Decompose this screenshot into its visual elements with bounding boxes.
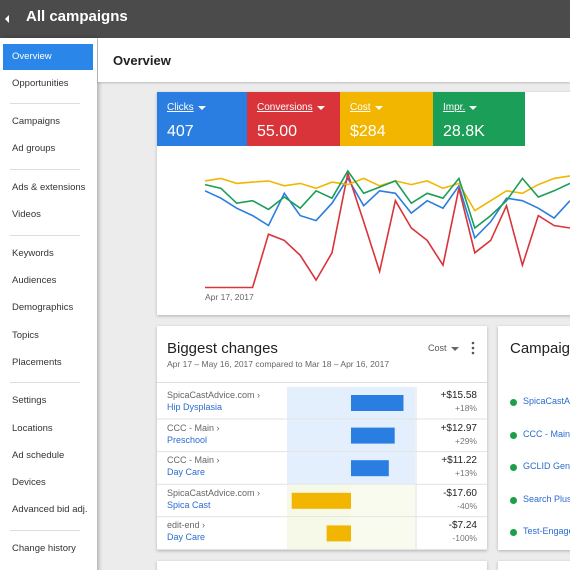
campaign-link[interactable]: Spica Cast [167, 499, 211, 510]
change-bar [351, 395, 404, 411]
nav-item[interactable]: Keywords [12, 248, 54, 259]
change-percent: +13% [455, 468, 477, 479]
status-dot [510, 464, 517, 471]
nav-divider [10, 103, 80, 104]
nav-divider [10, 530, 80, 531]
metric-value: 55.00 [257, 123, 298, 140]
metric-label: Impr. [443, 102, 466, 113]
dropdown-icon [375, 106, 383, 110]
metric-value: 28.8K [443, 123, 485, 140]
changes-subtitle: Apr 17 – May 16, 2017 compared to Mar 18… [167, 359, 390, 369]
nav-item[interactable]: Campaigns [12, 116, 61, 127]
nav-item[interactable]: Ads & extensions [12, 182, 86, 193]
metric-tile[interactable]: Impr. 28.8K [433, 92, 525, 146]
nav-item[interactable]: Audiences [12, 275, 57, 286]
metric-value: $284 [350, 123, 386, 140]
metric-label: Cost [428, 343, 447, 353]
campaign-item[interactable]: Test-Engagement [523, 526, 570, 536]
page-header: Overview [98, 38, 570, 82]
change-value: +$12.97 [440, 422, 477, 434]
nav-item[interactable]: Locations [12, 423, 53, 434]
metric-value: 407 [167, 123, 194, 140]
campaign-link[interactable]: Preschool [167, 434, 208, 445]
change-value: +$11.22 [441, 455, 477, 467]
metric-selector[interactable]: Cost [428, 343, 459, 353]
header-title: All campaigns [26, 8, 128, 25]
account-name: SpicaCastAdvice.com › [167, 390, 261, 400]
nav-divider [10, 382, 80, 383]
nav-item[interactable]: Topics [12, 330, 39, 341]
nav-item[interactable]: Change history [12, 543, 76, 554]
back-arrow[interactable] [2, 12, 12, 26]
changes-title: Biggest changes [167, 340, 278, 357]
metric-tile[interactable]: Cost $284 [340, 92, 433, 146]
bar-background [351, 517, 415, 550]
campaigns-card: Campaigns [498, 326, 570, 550]
nav-divider [10, 169, 80, 170]
chart-date: Apr 17, 2017 [205, 292, 254, 302]
overview-chart [204, 169, 570, 289]
campaign-item[interactable]: Search Plus [523, 493, 570, 504]
bar-background [351, 484, 415, 517]
change-value: -$7.24 [448, 520, 477, 532]
change-bar [326, 525, 351, 542]
account-name: CCC - Main › [167, 422, 220, 433]
metric-label: Clicks [167, 102, 194, 113]
status-dot [510, 496, 517, 504]
nav-item[interactable]: Overview [12, 51, 52, 62]
status-dot [510, 529, 517, 536]
next-card [498, 561, 570, 570]
page-title: Overview [113, 53, 171, 68]
nav-item[interactable]: Advanced bid adj. [12, 504, 88, 515]
nav-item[interactable]: Settings [12, 395, 47, 406]
nav-item[interactable]: Placements [12, 357, 62, 368]
nav-item[interactable]: Ad groups [12, 143, 56, 154]
next-card [157, 561, 487, 570]
metric-label: Conversions [257, 102, 313, 113]
dropdown-icon [469, 106, 477, 110]
more-menu[interactable] [470, 341, 476, 355]
metric-tile[interactable]: Clicks 407 [157, 92, 247, 146]
campaigns-title: Campaigns [510, 340, 570, 357]
campaign-link[interactable]: Day Care [167, 467, 206, 478]
campaign-link[interactable]: Hip Dysplasia [167, 402, 223, 412]
dropdown-icon [317, 106, 325, 110]
account-name: CCC - Main › [167, 455, 220, 466]
sidebar [0, 38, 97, 570]
nav-item[interactable]: Opportunities [12, 78, 69, 89]
dropdown-icon [198, 106, 206, 110]
trend-line [205, 170, 570, 289]
account-name: edit-end › [167, 520, 206, 531]
nav-item[interactable]: Videos [12, 209, 41, 220]
trend-line [204, 169, 570, 230]
campaign-link[interactable]: Day Care [167, 532, 206, 543]
status-dot [510, 431, 517, 439]
nav-item[interactable]: Ad schedule [12, 450, 65, 461]
nav-selected [3, 44, 93, 70]
nav-item[interactable]: Devices [12, 477, 46, 488]
nav-divider [10, 235, 80, 236]
status-dot [510, 399, 517, 406]
change-percent: +18% [455, 403, 477, 413]
campaign-item[interactable]: CCC - Main [523, 428, 570, 439]
metric-label: Cost [350, 102, 371, 113]
change-percent: -40% [457, 500, 477, 511]
change-value: +$15.58 [440, 390, 477, 401]
account-name: SpicaCastAdvice.com › [167, 487, 261, 498]
change-value: -$17.60 [443, 487, 477, 499]
trend-line [204, 176, 570, 240]
campaign-item[interactable]: SpicaCastAdvice.com [523, 396, 570, 406]
change-bar [291, 492, 351, 509]
nav-item[interactable]: Demographics [12, 302, 74, 313]
change-bar [351, 460, 389, 477]
campaign-item[interactable]: GCLID Generator [523, 461, 570, 471]
change-percent: -100% [452, 533, 477, 544]
change-percent: +29% [455, 435, 477, 446]
change-bar [351, 427, 395, 444]
metric-tile[interactable]: Conversions 55.00 [247, 92, 340, 146]
top-bar: All campaigns [0, 0, 570, 38]
